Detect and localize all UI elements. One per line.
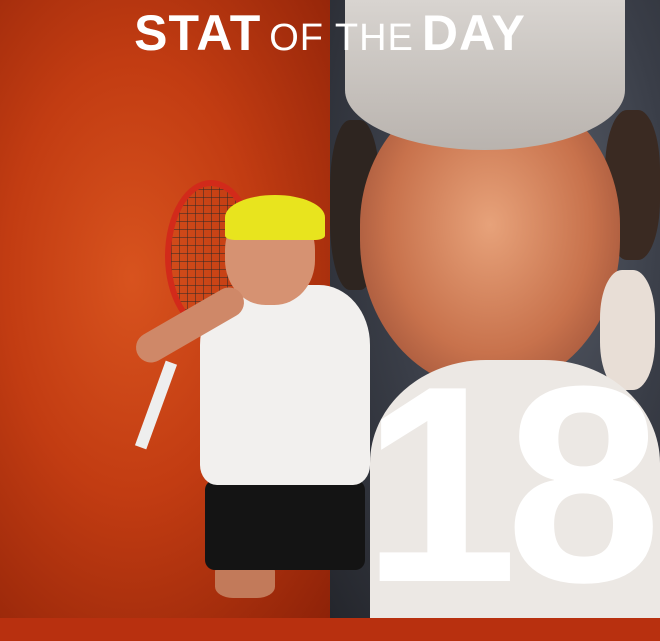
title-of-the: OF THE [269, 17, 414, 59]
white-shirt [370, 360, 660, 618]
title-day: DAY [421, 5, 526, 61]
glove [600, 270, 655, 390]
player-action-photo [120, 180, 390, 618]
stat-value: 18 [362, 329, 660, 641]
white-cap [345, 0, 625, 150]
racket-handle [134, 360, 178, 450]
yellow-cap [225, 195, 325, 240]
stat-graphic: STAT OF THE DAY 18 [0, 0, 660, 625]
title-stat: STAT [134, 5, 262, 61]
page-title: STAT OF THE DAY [0, 4, 660, 62]
black-shorts [205, 480, 365, 570]
